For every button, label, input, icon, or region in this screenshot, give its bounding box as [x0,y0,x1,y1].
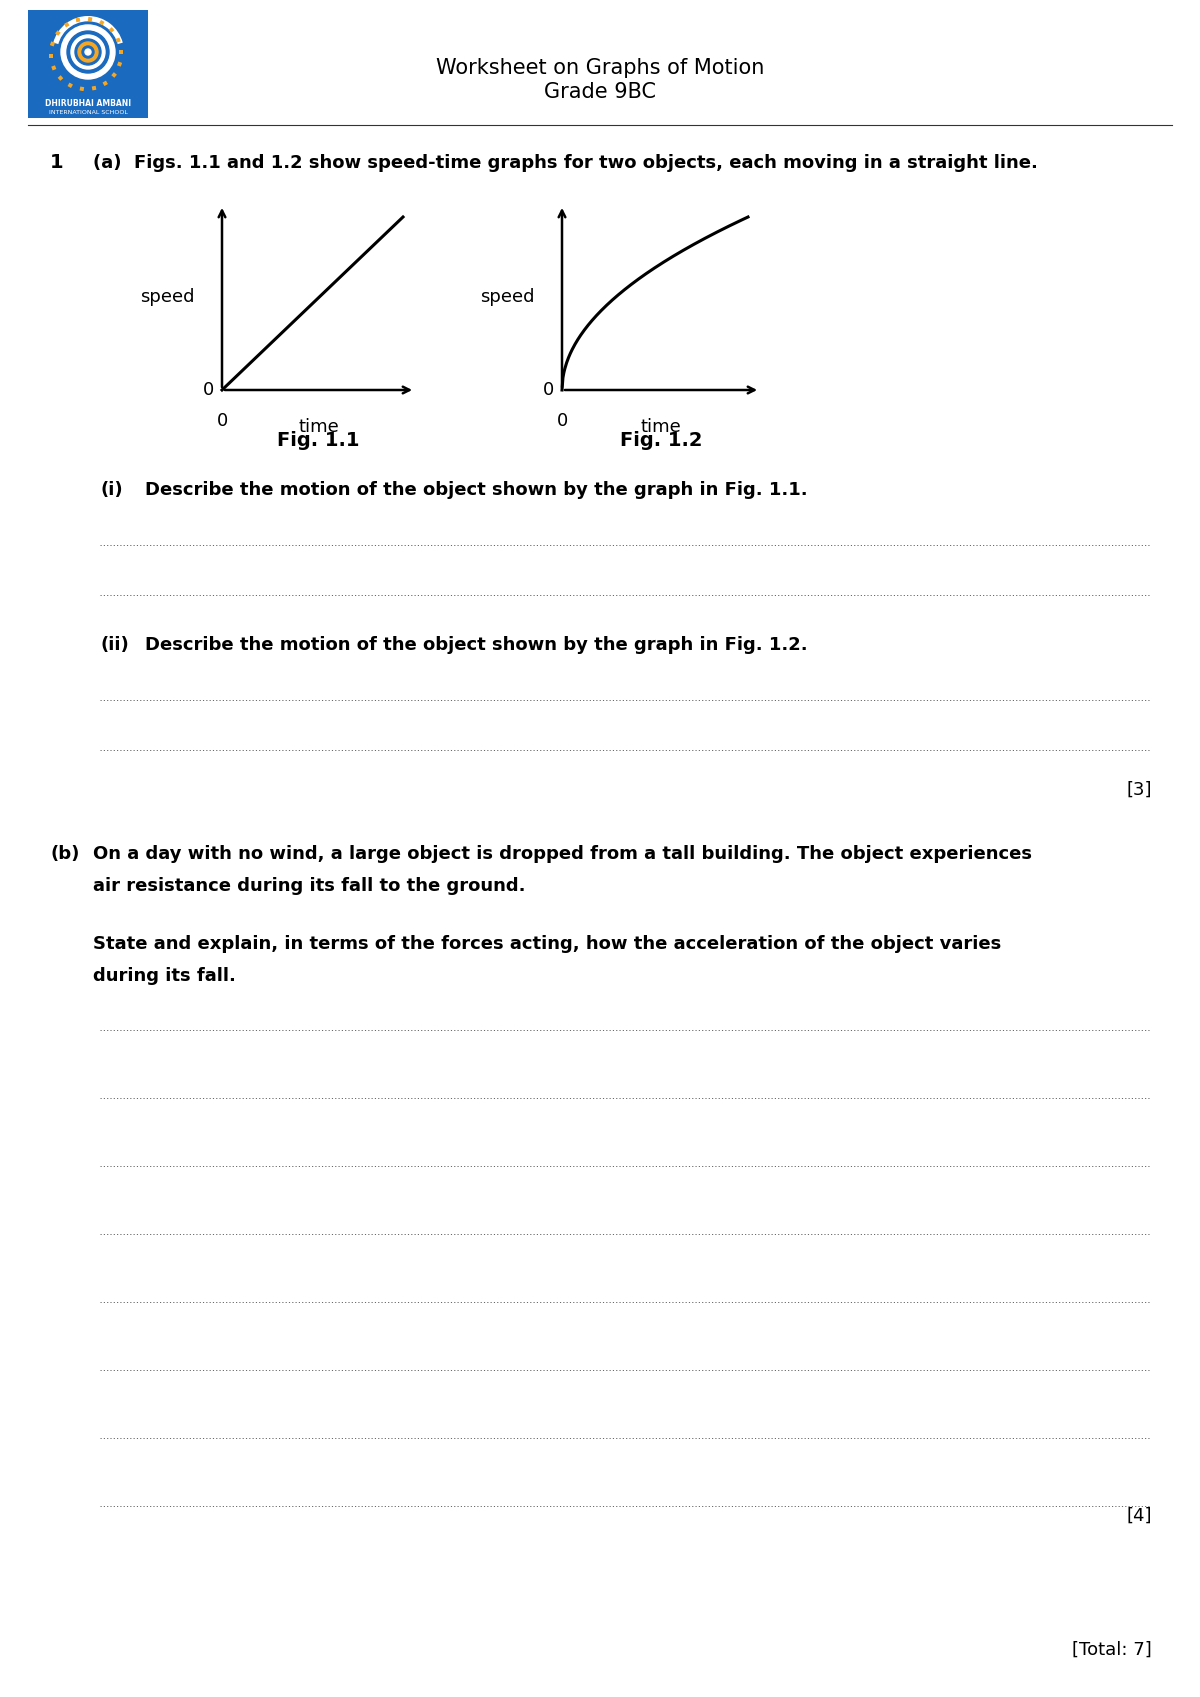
Text: (i): (i) [100,480,122,499]
Bar [79,87,84,92]
Circle shape [67,31,109,73]
Circle shape [71,36,106,70]
Bar [52,64,56,70]
Text: 0: 0 [557,412,568,429]
Bar [58,75,64,81]
Text: State and explain, in terms of the forces acting, how the acceleration of the ob: State and explain, in terms of the force… [94,935,1001,954]
Wedge shape [53,15,122,53]
Text: INTERNATIONAL SCHOOL: INTERNATIONAL SCHOOL [48,110,127,114]
Text: Describe the motion of the object shown by the graph in Fig. 1.1.: Describe the motion of the object shown … [145,480,808,499]
Bar [49,54,53,58]
Text: [Total: 7]: [Total: 7] [1073,1641,1152,1660]
Bar [64,22,70,27]
Circle shape [61,25,115,80]
Bar [118,61,122,66]
Bar [119,49,124,54]
Text: time: time [641,417,682,436]
Circle shape [78,42,98,63]
Text: Fig. 1.2: Fig. 1.2 [619,431,702,450]
Text: (ii): (ii) [100,636,128,653]
Bar [102,80,108,87]
Text: Describe the motion of the object shown by the graph in Fig. 1.2.: Describe the motion of the object shown … [145,636,808,653]
Bar [109,27,114,32]
Text: Fig. 1.1: Fig. 1.1 [277,431,360,450]
Bar [100,20,104,25]
Bar [91,87,96,90]
Text: 0: 0 [203,382,214,399]
Text: speed: speed [139,288,194,307]
Text: On a day with no wind, a large object is dropped from a tall building. The objec: On a day with no wind, a large object is… [94,845,1032,864]
Circle shape [58,22,118,81]
Text: 1: 1 [50,153,64,173]
Bar [76,17,80,22]
Bar [67,83,73,88]
Text: [4]: [4] [1127,1507,1152,1526]
Text: 0: 0 [216,412,228,429]
Circle shape [82,46,94,58]
Bar [115,37,121,42]
Text: Grade 9BC: Grade 9BC [544,81,656,102]
Circle shape [74,39,101,64]
Text: DHIRUBHAI AMBANI: DHIRUBHAI AMBANI [44,98,131,107]
Bar [50,41,55,46]
Text: 0: 0 [542,382,553,399]
Text: air resistance during its fall to the ground.: air resistance during its fall to the gr… [94,877,526,894]
Text: speed: speed [480,288,534,307]
Bar [88,17,92,22]
Text: (b): (b) [50,845,79,864]
Text: (a)  Figs. 1.1 and 1.2 show speed-time graphs for two objects, each moving in a : (a) Figs. 1.1 and 1.2 show speed-time gr… [94,154,1038,171]
Text: during its fall.: during its fall. [94,967,236,984]
Text: Worksheet on Graphs of Motion: Worksheet on Graphs of Motion [436,58,764,78]
Bar [55,31,61,36]
Bar [112,73,116,78]
Circle shape [85,49,91,54]
Bar [28,10,148,119]
Text: time: time [298,417,338,436]
Text: [3]: [3] [1127,781,1152,799]
